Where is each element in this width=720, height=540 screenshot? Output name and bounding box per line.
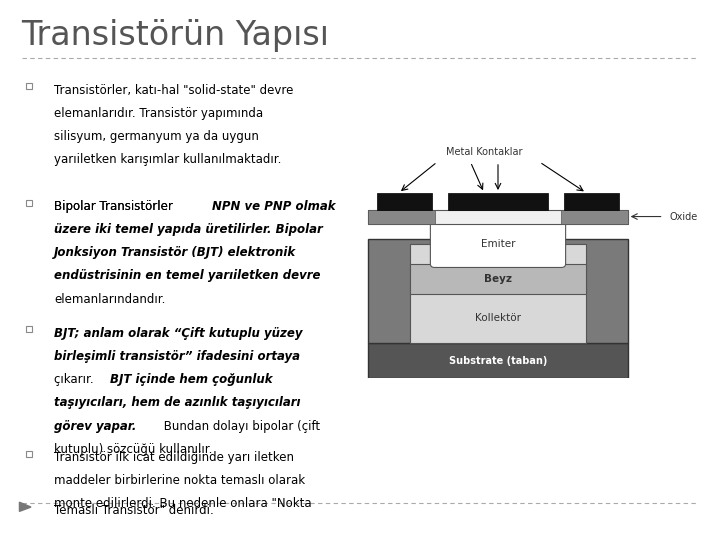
Text: monte edilirlerdi. Bu nedenle onlara "Nokta: monte edilirlerdi. Bu nedenle onlara "No…: [54, 497, 312, 510]
Text: Oxide: Oxide: [669, 212, 698, 221]
Text: çıkarır.: çıkarır.: [54, 373, 97, 386]
Text: Bundan dolayı bipolar (çift: Bundan dolayı bipolar (çift: [161, 420, 320, 433]
Bar: [368, 239, 628, 343]
Polygon shape: [19, 502, 31, 511]
Text: Transistör ilk icat edildiğinde yarı iletken: Transistör ilk icat edildiğinde yarı ile…: [54, 451, 294, 464]
Text: NPN ve PNP olmak: NPN ve PNP olmak: [212, 200, 336, 213]
Bar: [449, 193, 548, 211]
Text: Temaslı Transistör" denirdi.: Temaslı Transistör" denirdi.: [54, 504, 214, 517]
FancyBboxPatch shape: [431, 220, 566, 267]
Bar: [368, 210, 628, 224]
Text: taşıyıcıları, hem de azınlık taşıyıcıları: taşıyıcıları, hem de azınlık taşıyıcılar…: [54, 396, 300, 409]
Text: BJT; anlam olarak “Çift kutuplu yüzey: BJT; anlam olarak “Çift kutuplu yüzey: [54, 327, 302, 340]
Text: kutuplu) sözcüğü kullanılır.: kutuplu) sözcüğü kullanılır.: [54, 443, 212, 456]
Text: Bipolar Transistörler: Bipolar Transistörler: [54, 200, 176, 213]
Text: Substrate (taban): Substrate (taban): [449, 356, 547, 366]
Text: endüstrisinin en temel yarıiletken devre: endüstrisinin en temel yarıiletken devre: [54, 269, 320, 282]
Bar: [564, 193, 619, 211]
Text: Kollektör: Kollektör: [475, 313, 521, 323]
Bar: [562, 210, 628, 224]
Bar: [410, 264, 586, 294]
Text: Beyz: Beyz: [484, 274, 512, 284]
Text: elemanlarıdır. Transistör yapımında: elemanlarıdır. Transistör yapımında: [54, 107, 263, 120]
Text: silisyum, germanyum ya da uygun: silisyum, germanyum ya da uygun: [54, 130, 259, 143]
Text: Transistörün Yapısı: Transistörün Yapısı: [22, 19, 330, 52]
Bar: [377, 193, 432, 211]
Text: Jonksiyon Transistör (BJT) elektronik: Jonksiyon Transistör (BJT) elektronik: [54, 246, 296, 259]
Text: birleşimli transistör” ifadesini ortaya: birleşimli transistör” ifadesini ortaya: [54, 350, 300, 363]
Text: Metal Kontaklar: Metal Kontaklar: [446, 147, 523, 157]
Text: BJT içinde hem çoğunluk: BJT içinde hem çoğunluk: [110, 373, 273, 386]
Bar: [368, 210, 435, 224]
Bar: [368, 343, 628, 378]
Text: yarıiletken karışımlar kullanılmaktadır.: yarıiletken karışımlar kullanılmaktadır.: [54, 153, 282, 166]
Text: Emiter: Emiter: [481, 239, 516, 249]
Text: Bipolar Transistörler: Bipolar Transistörler: [54, 200, 176, 213]
Text: görev yapar.: görev yapar.: [54, 420, 136, 433]
Text: elemanlarındandır.: elemanlarındandır.: [54, 293, 166, 306]
Text: Transistörler, katı-hal "solid-state" devre: Transistörler, katı-hal "solid-state" de…: [54, 84, 293, 97]
Text: maddeler birbirlerine nokta temaslı olarak: maddeler birbirlerine nokta temaslı olar…: [54, 474, 305, 487]
Text: üzere iki temel yapıda üretilirler. Bipolar: üzere iki temel yapıda üretilirler. Bipo…: [54, 223, 323, 236]
Bar: [410, 244, 586, 343]
